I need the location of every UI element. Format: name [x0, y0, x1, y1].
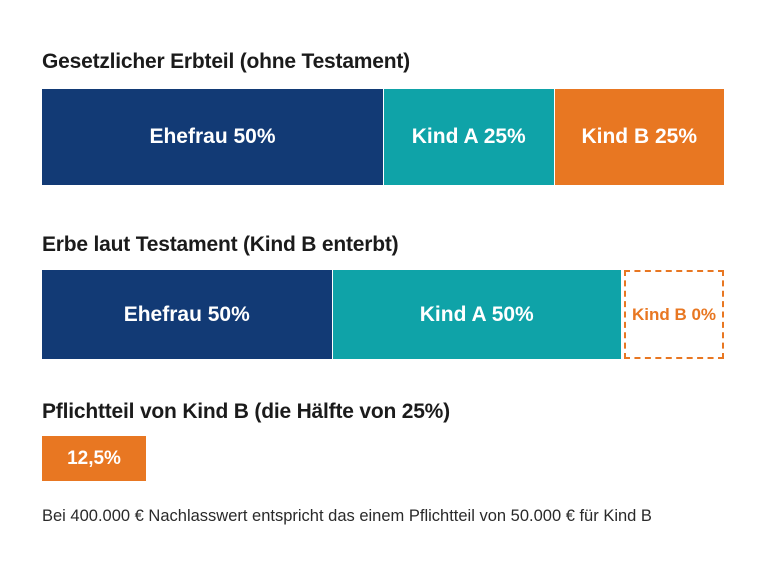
bar-segment-kind-b: Kind B 25% [553, 89, 724, 185]
pflichtteil-title: Pflichtteil von Kind B (die Hälfte von 2… [42, 400, 450, 423]
chart-title-gesetzlich: Gesetzlicher Erbteil (ohne Testament) [42, 50, 410, 73]
bar-segment-kind-b: Kind B 0% [624, 270, 724, 359]
bar-erbe-laut-testament: Ehefrau 50% Kind A 50% Kind B 0% [42, 270, 724, 359]
bar-gesetzlicher-erbteil: Ehefrau 50% Kind A 25% Kind B 25% [42, 89, 724, 185]
bar-segment-ehefrau-50: Ehefrau 50% [42, 270, 332, 359]
bar-segment-kind-a: Kind A 50% [331, 270, 621, 359]
footnote-text: Bei 400.000 € Nachlasswert entspricht da… [42, 507, 652, 525]
bar-segment-ehefrau-50: Ehefrau 50% [42, 89, 383, 185]
chart-title-testament: Erbe laut Testament (Kind B enterbt) [42, 233, 399, 256]
pflichtteil-value-badge: 12,5% [42, 436, 146, 481]
bar-segment-kind-a: Kind A 25% [383, 89, 554, 185]
